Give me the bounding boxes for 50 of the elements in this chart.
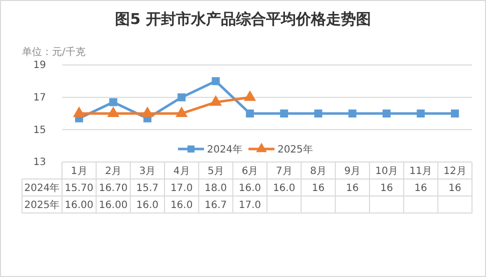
point (314, 110, 322, 118)
data-label: 16.7 (204, 200, 227, 211)
x-tick-label: 12月 (444, 166, 466, 177)
data-label: 17.0 (238, 200, 262, 211)
point (416, 110, 425, 118)
x-tick-label: 6月 (242, 166, 258, 177)
x-tick-label: 9月 (344, 166, 361, 177)
data-label: 16 (346, 183, 359, 194)
x-tick-label: 7月 (276, 166, 292, 177)
point (246, 110, 254, 118)
text: 2024年 (24, 183, 60, 194)
x-tick-label: 10月 (375, 166, 398, 177)
point (280, 110, 288, 118)
data-label: 16 (448, 183, 462, 194)
y-axis-title: 单位：元/千克 (22, 46, 86, 58)
point (212, 77, 220, 86)
x-tick-label: 3月 (139, 166, 156, 177)
point (109, 98, 118, 106)
x-tick-label: 2月 (105, 166, 122, 177)
point (348, 110, 356, 118)
data-label: 16 (414, 183, 428, 194)
data-label: 16.0 (272, 183, 296, 194)
data-label: 16.0 (238, 183, 262, 194)
y-tick-label: 13 (33, 157, 46, 168)
data-label: 15.7 (136, 183, 159, 194)
data-label: 16 (312, 183, 325, 194)
data-label: 16.00 (64, 200, 94, 211)
text: 2025年 (24, 200, 60, 211)
x-tick-label: 11月 (409, 166, 432, 177)
x-tick-label: 5月 (208, 166, 224, 177)
x-tick-label: 8月 (310, 166, 326, 177)
point (450, 110, 459, 118)
data-label: 16 (380, 183, 393, 194)
data-label: 16.0 (136, 200, 159, 211)
data-label: 16.0 (170, 200, 193, 211)
y-tick-label: 17 (33, 92, 46, 104)
y-tick-label: 19 (33, 60, 46, 72)
data-label: 18.0 (204, 183, 227, 194)
chart-title: 图5 开封市水产品综合平均价格走势图 (115, 10, 371, 28)
x-tick-label: 4月 (173, 166, 190, 177)
y-tick-label: 15 (33, 124, 46, 136)
data-label: 16.00 (98, 200, 128, 211)
data-label: 17.0 (170, 183, 193, 194)
data-label: 16.70 (98, 183, 128, 194)
legend-label: 2024年 (207, 144, 242, 156)
point (382, 110, 391, 118)
legend-label: 2025年 (277, 144, 313, 156)
data-label: 15.70 (64, 183, 94, 194)
x-tick-label: 1月 (70, 166, 88, 177)
point (178, 93, 186, 102)
